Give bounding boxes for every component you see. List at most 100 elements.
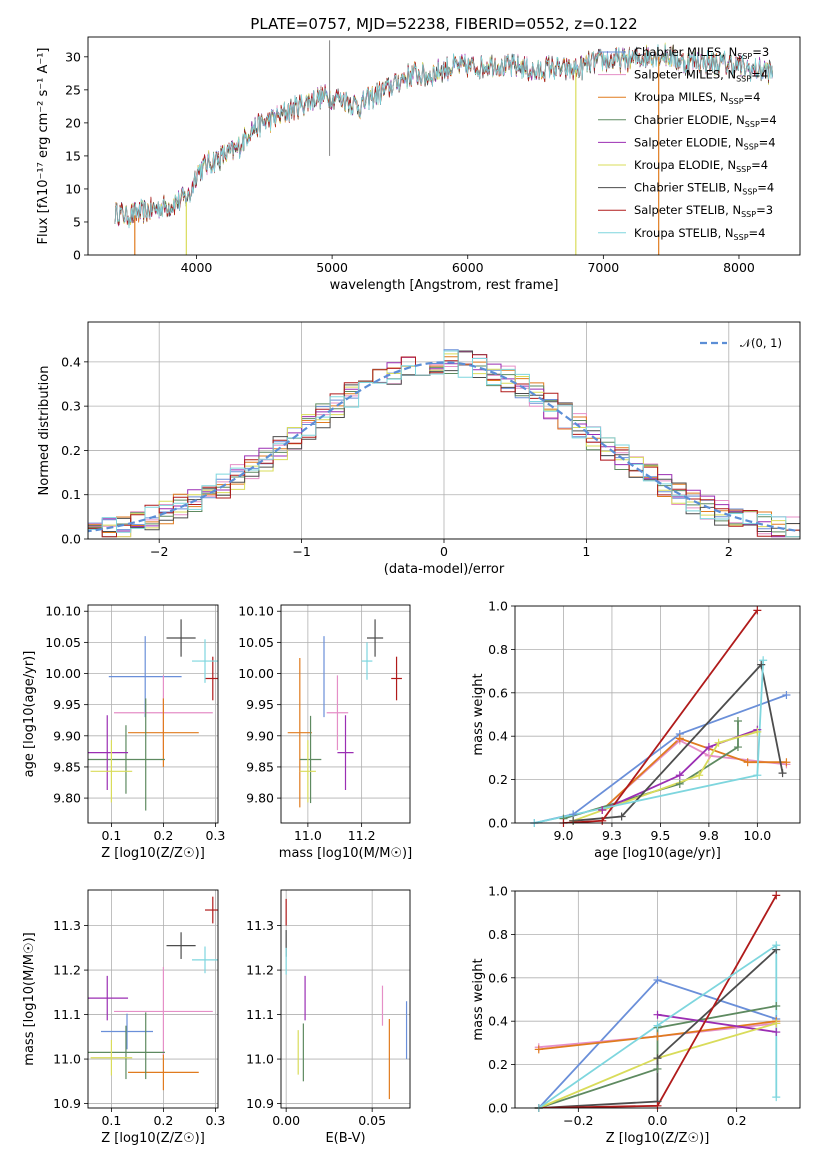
legend-sub: SSP bbox=[742, 188, 757, 197]
point-marker bbox=[653, 1054, 662, 1063]
axes-frame bbox=[87, 889, 219, 1109]
x-tick-label: 0.3 bbox=[205, 828, 225, 843]
legend-entry: Kroupa MILES, NSSP=4 bbox=[634, 90, 760, 106]
point-marker bbox=[733, 717, 742, 726]
y-tick-label: 0.2 bbox=[488, 1057, 508, 1072]
y-tick-label: 10.05 bbox=[45, 635, 81, 650]
point-marker bbox=[759, 656, 768, 665]
point-marker bbox=[772, 941, 781, 950]
x-tick-label: 11.2 bbox=[348, 828, 376, 843]
y-tick-label: 30 bbox=[65, 49, 81, 64]
legend-entry: Chabrier STELIB, NSSP=4 bbox=[634, 181, 774, 197]
x-tick-label: 9.8 bbox=[699, 828, 719, 843]
histogram-8 bbox=[88, 350, 800, 538]
y-tick-label: 15 bbox=[65, 148, 81, 163]
panel-residuals: −2 −1 0 1 2 0.0 0.1 0.2 0.3 0.4 (data-model)/error… bbox=[37, 321, 801, 577]
axes-frame bbox=[87, 604, 219, 824]
legend-entry: Chabrier ELODIE, NSSP=4 bbox=[634, 113, 777, 129]
y-tick-label: 11.0 bbox=[246, 1052, 274, 1067]
x-tick-label: 10.0 bbox=[743, 828, 771, 843]
legend-suffix: =4 bbox=[751, 68, 768, 82]
x-tick-label: 8000 bbox=[723, 260, 755, 275]
y-tick-label: 0.6 bbox=[488, 685, 508, 700]
plot-area bbox=[281, 605, 410, 823]
legend-entry: Salpeter STELIB, NSSP=3 bbox=[634, 203, 773, 219]
y-tick-label: 9.80 bbox=[53, 791, 81, 806]
point-marker bbox=[653, 975, 662, 984]
y-tick-label: 10.05 bbox=[238, 635, 274, 650]
legend-sub: SSP bbox=[736, 75, 751, 84]
legend-suffix: =4 bbox=[751, 158, 768, 172]
point-marker bbox=[772, 1002, 781, 1011]
y-tick-label: 10.10 bbox=[238, 604, 274, 619]
y-tick-label: 0 bbox=[73, 248, 81, 263]
point-marker bbox=[714, 738, 723, 747]
point-marker bbox=[704, 743, 713, 752]
x-axis-label: E(B-V) bbox=[325, 1131, 365, 1146]
y-tick-label: 10 bbox=[65, 181, 81, 196]
panel-mass_vs_EBV: 0.00 0.05 10.9 11.0 11.1 11.2 11.3 E(B-V) bbox=[246, 889, 411, 1146]
panel-age_vs_Z: 0.1 0.2 0.3 9.80 9.85 9.90 9.95 10.00 10.05 10.10… bbox=[22, 604, 225, 861]
legend-suffix: =3 bbox=[756, 203, 773, 217]
x-tick-label: 5000 bbox=[316, 260, 348, 275]
point-marker bbox=[757, 660, 766, 669]
legend-sub: SSP bbox=[745, 120, 760, 129]
panel-mass_vs_Z: 0.1 0.2 0.3 10.9 11.0 11.1 11.2 11.3 Z [log10(Z/… bbox=[22, 889, 225, 1146]
y-tick-label: 0.3 bbox=[61, 399, 81, 414]
series-line-3 bbox=[563, 721, 739, 820]
point-marker bbox=[772, 1019, 781, 1028]
chart-title: PLATE=0757, MJD=52238, FIBERID=0552, z=0… bbox=[250, 15, 637, 33]
panel-spectrum: 4000 5000 6000 7000 8000 0 5 10 15 20 25 30 waveleng… bbox=[36, 15, 801, 293]
y-tick-label: 0.8 bbox=[488, 642, 508, 657]
legend-sub: SSP bbox=[744, 142, 759, 151]
x-tick-label: 0.0 bbox=[648, 1113, 668, 1128]
x-tick-label: 2 bbox=[725, 544, 733, 559]
x-tick-label: 0.2 bbox=[727, 1113, 747, 1128]
legend-label: Salpeter STELIB, N bbox=[634, 203, 741, 217]
y-tick-label: 11.3 bbox=[53, 918, 81, 933]
y-tick-label: 0.6 bbox=[488, 970, 508, 985]
x-tick-label: 9.0 bbox=[554, 828, 574, 843]
y-tick-label: 9.95 bbox=[246, 697, 274, 712]
point-marker bbox=[753, 727, 762, 736]
axes-frame bbox=[514, 605, 801, 824]
legend-suffix: =3 bbox=[752, 45, 769, 59]
x-axis-label: wavelength [Angstrom, rest frame] bbox=[330, 278, 559, 293]
y-tick-label: 0.2 bbox=[488, 772, 508, 787]
legend-label: Kroupa MILES, N bbox=[634, 90, 729, 104]
series-line-6 bbox=[538, 948, 777, 1108]
x-tick-label: 0.3 bbox=[205, 1113, 225, 1128]
plot-area bbox=[114, 40, 773, 255]
y-tick-label: 11.3 bbox=[246, 918, 274, 933]
point-marker bbox=[675, 734, 684, 743]
x-tick-label: 0.1 bbox=[101, 1113, 121, 1128]
point-marker bbox=[653, 1032, 662, 1041]
point-marker bbox=[653, 1101, 662, 1110]
point-marker bbox=[617, 812, 626, 821]
legend-label: Kroupa STELIB, N bbox=[634, 226, 734, 240]
legend-entry: Chabrier MILES, NSSP=3 bbox=[634, 45, 769, 61]
spectrum-line-8 bbox=[114, 44, 773, 229]
legend-suffix: =4 bbox=[760, 113, 777, 127]
y-tick-label: 20 bbox=[65, 115, 81, 130]
y-tick-label: 1.0 bbox=[488, 884, 508, 899]
legend-entry: Salpeter MILES, NSSP=4 bbox=[634, 68, 768, 84]
y-tick-label: 9.95 bbox=[53, 697, 81, 712]
y-tick-label: 9.90 bbox=[53, 728, 81, 743]
x-axis-label: mass [log10(M/M☉)] bbox=[279, 846, 412, 861]
series-line-8 bbox=[534, 660, 765, 823]
point-marker bbox=[753, 771, 762, 780]
y-tick-label: 9.85 bbox=[246, 759, 274, 774]
y-axis-label: age [log10(age/yr)] bbox=[22, 651, 37, 778]
legend-suffix: =4 bbox=[759, 135, 776, 149]
y-tick-label: 11.0 bbox=[53, 1052, 81, 1067]
y-tick-label: 5 bbox=[73, 214, 81, 229]
legend-label: Salpeter MILES, N bbox=[634, 68, 736, 82]
legend-suffix: =4 bbox=[744, 90, 761, 104]
legend-label: Chabrier MILES, N bbox=[634, 45, 737, 59]
y-tick-label: 9.80 bbox=[246, 791, 274, 806]
x-tick-label: 0.2 bbox=[153, 828, 173, 843]
x-tick-label: 0.00 bbox=[272, 1113, 300, 1128]
y-tick-label: 0.2 bbox=[61, 443, 81, 458]
plot-area bbox=[515, 606, 800, 823]
